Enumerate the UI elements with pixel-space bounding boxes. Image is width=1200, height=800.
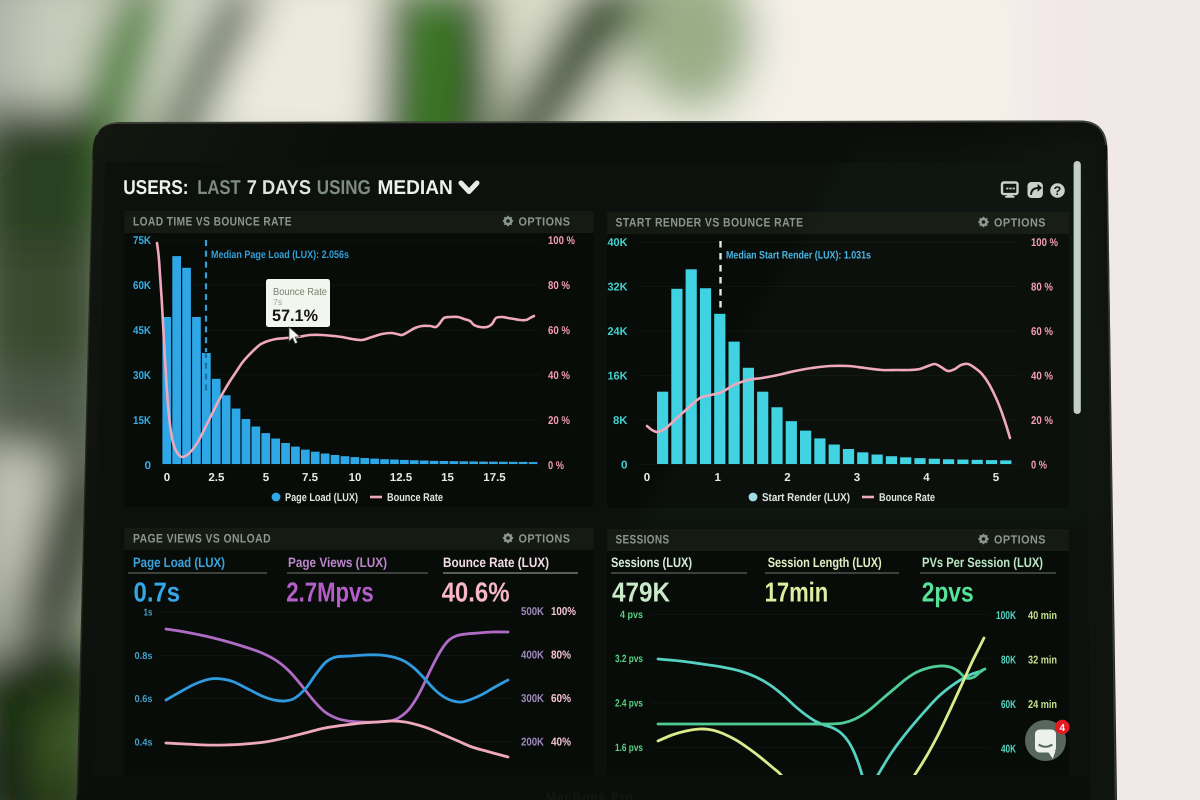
svg-text:0 %: 0 % bbox=[1031, 460, 1047, 472]
svg-text:SESSIONS: SESSIONS bbox=[616, 532, 670, 546]
svg-text:60K: 60K bbox=[1001, 699, 1016, 711]
svg-text:2: 2 bbox=[784, 472, 790, 484]
svg-text:100 %: 100 % bbox=[548, 235, 575, 247]
svg-text:LOAD TIME VS BOUNCE RATE: LOAD TIME VS BOUNCE RATE bbox=[133, 214, 292, 228]
svg-text:40 %: 40 % bbox=[548, 370, 570, 382]
svg-text:Bounce Rate: Bounce Rate bbox=[387, 492, 443, 504]
svg-text:Median Start Render (LUX): 1.0: Median Start Render (LUX): 1.031s bbox=[726, 250, 871, 262]
svg-text:80 %: 80 % bbox=[1031, 282, 1053, 294]
svg-text:0.6s: 0.6s bbox=[135, 694, 153, 705]
svg-text:MacBook Pro: MacBook Pro bbox=[546, 790, 634, 800]
svg-text:2.5: 2.5 bbox=[208, 472, 225, 484]
svg-text:40.6%: 40.6% bbox=[442, 577, 510, 608]
svg-text:Sessions (LUX): Sessions (LUX) bbox=[611, 555, 692, 570]
svg-text:100K: 100K bbox=[996, 610, 1016, 622]
svg-text:OPTIONS: OPTIONS bbox=[994, 532, 1046, 546]
svg-text:60 %: 60 % bbox=[548, 325, 570, 337]
svg-text:3: 3 bbox=[854, 472, 860, 484]
svg-text:40%: 40% bbox=[551, 737, 571, 749]
svg-text:Page Load (LUX): Page Load (LUX) bbox=[285, 492, 358, 504]
svg-text:Start Render (LUX): Start Render (LUX) bbox=[762, 492, 850, 504]
svg-text:500K: 500K bbox=[521, 606, 544, 618]
svg-text:17.5: 17.5 bbox=[483, 472, 506, 484]
svg-text:400K: 400K bbox=[521, 650, 544, 662]
svg-text:5: 5 bbox=[993, 472, 1000, 484]
svg-text:PAGE VIEWS VS ONLOAD: PAGE VIEWS VS ONLOAD bbox=[133, 531, 271, 545]
svg-text:15: 15 bbox=[441, 472, 454, 484]
svg-text:80 %: 80 % bbox=[548, 280, 570, 292]
svg-text:Page Load (LUX): Page Load (LUX) bbox=[133, 555, 225, 570]
svg-text:100 %: 100 % bbox=[1031, 237, 1058, 249]
svg-text:0: 0 bbox=[644, 472, 650, 484]
svg-text:40K: 40K bbox=[608, 237, 628, 249]
svg-text:USERS:: USERS: bbox=[123, 177, 188, 199]
svg-text:0: 0 bbox=[621, 460, 628, 472]
svg-text:60 %: 60 % bbox=[1031, 326, 1053, 338]
svg-text:2.4 pvs: 2.4 pvs bbox=[615, 698, 643, 710]
svg-text:45K: 45K bbox=[133, 325, 151, 337]
svg-text:0.7s: 0.7s bbox=[134, 577, 181, 608]
svg-text:10: 10 bbox=[349, 472, 362, 484]
svg-text:80K: 80K bbox=[1001, 655, 1016, 667]
svg-text:Bounce Rate (LUX): Bounce Rate (LUX) bbox=[443, 555, 549, 570]
svg-text:24K: 24K bbox=[608, 326, 628, 338]
svg-text:12.5: 12.5 bbox=[390, 472, 413, 484]
svg-text:20 %: 20 % bbox=[548, 415, 570, 427]
svg-text:24 min: 24 min bbox=[1028, 699, 1057, 711]
svg-text:60%: 60% bbox=[551, 693, 571, 705]
svg-text:1.6 pvs: 1.6 pvs bbox=[615, 742, 643, 754]
svg-text:30K: 30K bbox=[133, 370, 151, 382]
svg-text:40K: 40K bbox=[1001, 744, 1016, 756]
svg-text:7s: 7s bbox=[273, 297, 283, 307]
svg-text:4: 4 bbox=[923, 472, 930, 484]
svg-text:LAST: LAST bbox=[197, 177, 241, 199]
svg-text:USING: USING bbox=[317, 177, 371, 199]
svg-text:17min: 17min bbox=[765, 577, 829, 608]
svg-text:Median Page Load (LUX): 2.056s: Median Page Load (LUX): 2.056s bbox=[211, 249, 349, 261]
svg-text:4: 4 bbox=[1060, 723, 1066, 734]
svg-text:3.2 pvs: 3.2 pvs bbox=[615, 653, 643, 665]
svg-text:57.1%: 57.1% bbox=[272, 307, 318, 325]
svg-text:60K: 60K bbox=[133, 280, 151, 292]
svg-text:2pvs: 2pvs bbox=[922, 577, 974, 608]
svg-text:15K: 15K bbox=[133, 415, 151, 427]
svg-text:OPTIONS: OPTIONS bbox=[519, 214, 571, 228]
svg-text:5: 5 bbox=[263, 472, 270, 484]
svg-text:OPTIONS: OPTIONS bbox=[519, 531, 571, 545]
svg-text:8K: 8K bbox=[613, 415, 628, 427]
svg-text:16K: 16K bbox=[608, 371, 628, 383]
svg-text:100%: 100% bbox=[551, 606, 576, 618]
svg-text:Bounce Rate: Bounce Rate bbox=[273, 287, 327, 298]
svg-text:2.7Mpvs: 2.7Mpvs bbox=[286, 577, 373, 608]
svg-text:7 DAYS: 7 DAYS bbox=[247, 177, 311, 199]
svg-text:300K: 300K bbox=[521, 693, 544, 705]
svg-text:32 min: 32 min bbox=[1028, 655, 1057, 667]
svg-text:0 %: 0 % bbox=[548, 460, 564, 472]
svg-text:7.5: 7.5 bbox=[302, 472, 319, 484]
svg-text:Bounce Rate: Bounce Rate bbox=[879, 492, 935, 504]
svg-text:1s: 1s bbox=[144, 608, 153, 619]
svg-text:200K: 200K bbox=[521, 737, 544, 749]
svg-text:1: 1 bbox=[714, 472, 721, 484]
svg-text:20 %: 20 % bbox=[1031, 415, 1053, 427]
svg-text:START RENDER VS BOUNCE RATE: START RENDER VS BOUNCE RATE bbox=[616, 215, 804, 229]
svg-text:75K: 75K bbox=[133, 235, 151, 247]
svg-text:4 pvs: 4 pvs bbox=[620, 609, 643, 621]
svg-text:479K: 479K bbox=[612, 577, 670, 608]
svg-text:40 min: 40 min bbox=[1028, 610, 1057, 622]
svg-text:PVs Per Session (LUX): PVs Per Session (LUX) bbox=[922, 555, 1043, 570]
svg-text:0.4s: 0.4s bbox=[135, 738, 153, 749]
svg-text:Page Views (LUX): Page Views (LUX) bbox=[288, 555, 387, 570]
svg-text:MEDIAN: MEDIAN bbox=[378, 177, 453, 199]
svg-text:0.8s: 0.8s bbox=[135, 651, 153, 662]
svg-text:32K: 32K bbox=[608, 282, 628, 294]
svg-text:OPTIONS: OPTIONS bbox=[994, 215, 1046, 229]
svg-text:80%: 80% bbox=[551, 650, 571, 662]
svg-text:40 %: 40 % bbox=[1031, 371, 1053, 383]
svg-text:0: 0 bbox=[145, 460, 152, 472]
svg-text:?: ? bbox=[1054, 184, 1062, 198]
svg-text:Session Length (LUX): Session Length (LUX) bbox=[768, 555, 882, 570]
svg-text:0: 0 bbox=[164, 472, 170, 484]
